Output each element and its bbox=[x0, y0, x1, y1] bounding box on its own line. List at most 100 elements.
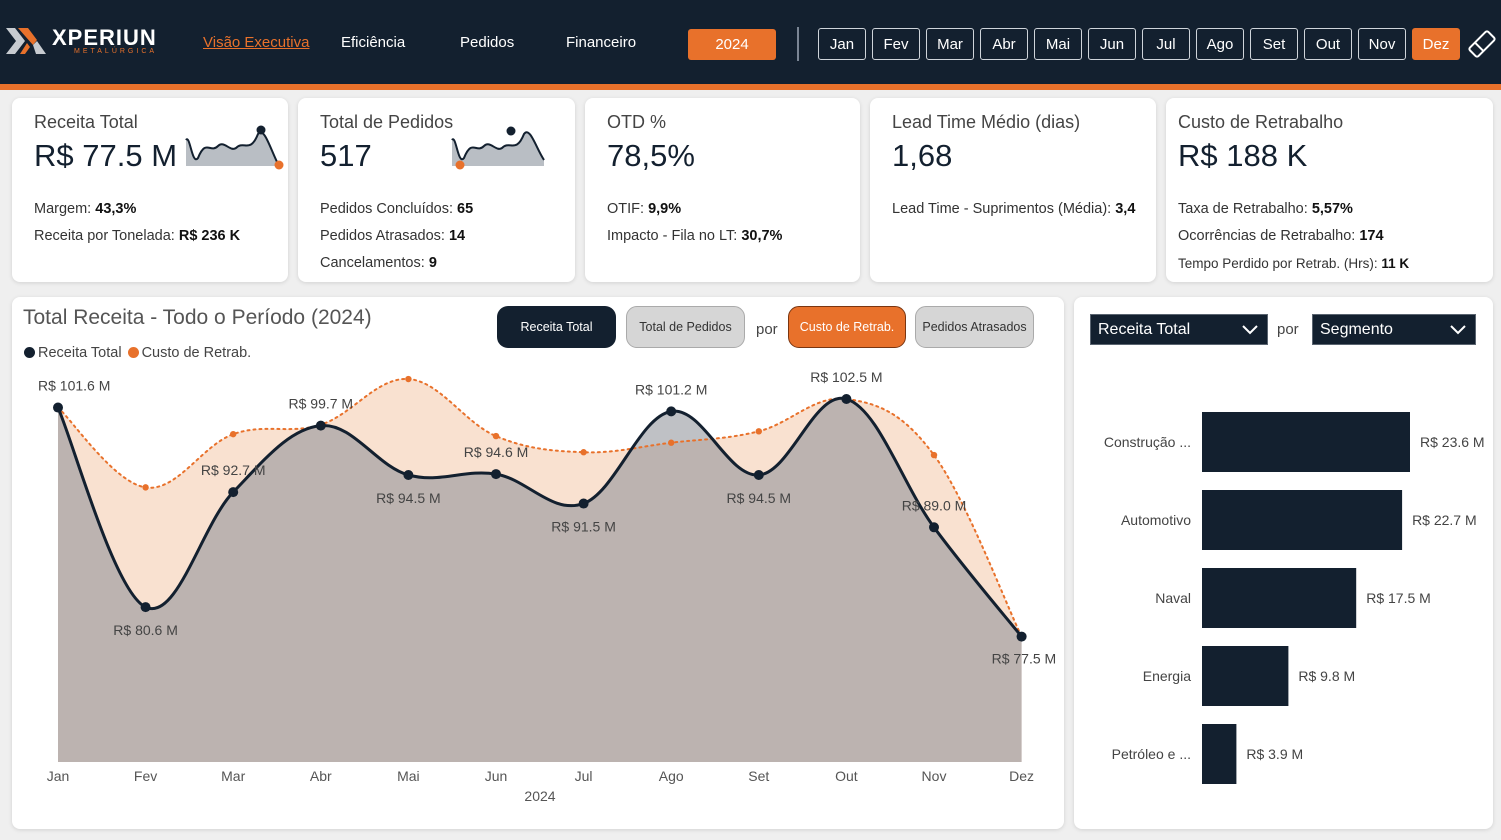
kpi-detail-impacto-fila: Impacto - Fila no LT: 30,7% bbox=[607, 228, 783, 244]
month-button-jan[interactable]: Jan bbox=[818, 28, 866, 60]
receita-data-label: R$ 101.6 M bbox=[38, 378, 110, 394]
kpi-label: OTD % bbox=[607, 112, 667, 132]
receita-point-6[interactable] bbox=[578, 498, 589, 509]
month-button-abr[interactable]: Abr bbox=[980, 28, 1028, 60]
header-accent-line bbox=[0, 84, 1501, 90]
custo-point-5[interactable] bbox=[492, 432, 500, 440]
receita-data-label: R$ 92.7 M bbox=[201, 462, 266, 478]
legend-item-receita[interactable]: Receita Total bbox=[24, 345, 122, 361]
toggle-custo-retrab[interactable]: Custo de Retrab. bbox=[788, 306, 906, 348]
receita-line bbox=[56, 396, 1023, 638]
receita-point-7[interactable] bbox=[666, 406, 677, 417]
kpi-detail-ocorrencias: Ocorrências de Retrabalho: 174 bbox=[1178, 228, 1384, 244]
kpi-detail-tempo-perdido: Tempo Perdido por Retrab. (Hrs): 11 K bbox=[1178, 256, 1410, 271]
kpi-detail-cancelamentos: Cancelamentos: 9 bbox=[320, 255, 437, 271]
receita-point-10[interactable] bbox=[929, 522, 939, 533]
receita-data-label: R$ 99.7 M bbox=[289, 396, 354, 412]
kpi-value: R$ 77.5 M bbox=[34, 138, 178, 173]
eraser-icon[interactable] bbox=[1466, 28, 1498, 60]
month-button-jul[interactable]: Jul bbox=[1142, 28, 1190, 60]
x-tick-label: Jul bbox=[575, 768, 593, 784]
toggle-total-pedidos[interactable]: Total de Pedidos bbox=[626, 306, 745, 348]
month-button-mai[interactable]: Mai bbox=[1034, 28, 1082, 60]
receita-point-5[interactable] bbox=[491, 469, 501, 480]
brand-logo: XPERIUN METALÚRGICA bbox=[6, 25, 156, 60]
custo-point-6[interactable] bbox=[580, 449, 587, 456]
kpi-card-custo-retrabalho: Custo de Retrabalho R$ 188 K Taxa de Ret… bbox=[1166, 98, 1493, 282]
legend-item-custo[interactable]: Custo de Retrab. bbox=[127, 345, 251, 361]
month-button-set[interactable]: Set bbox=[1250, 28, 1298, 60]
kpi-label: Receita Total bbox=[34, 112, 138, 132]
receita-point-8[interactable] bbox=[753, 470, 764, 481]
x-tick-label: Abr bbox=[310, 768, 332, 784]
kpi-card-receita: Receita Total R$ 77.5 M Margem: 43,3% Re… bbox=[12, 98, 288, 282]
kpi-card-pedidos: Total de Pedidos 517 Pedidos Concluídos:… bbox=[298, 98, 575, 282]
dimension-select[interactable]: Segmento bbox=[1312, 314, 1476, 345]
x-tick-label: Mar bbox=[221, 768, 245, 784]
receita-data-label: R$ 94.5 M bbox=[727, 490, 792, 506]
custo-point-7[interactable] bbox=[668, 439, 675, 446]
x-tick-label: Jun bbox=[485, 768, 508, 784]
receita-point-0[interactable] bbox=[53, 402, 63, 413]
measure-select[interactable]: Receita Total bbox=[1090, 314, 1268, 345]
kpi-detail-concluidos: Pedidos Concluídos: 65 bbox=[320, 201, 474, 217]
receita-point-11[interactable] bbox=[1016, 631, 1027, 642]
month-filter: Jan Fev Mar Abr Mai Jun Jul Ago Set Out … bbox=[818, 28, 1460, 60]
receita-data-label: R$ 101.2 M bbox=[635, 381, 707, 397]
tab-financeiro[interactable]: Financeiro bbox=[566, 34, 637, 51]
custo-point-2[interactable] bbox=[230, 430, 237, 438]
x-tick-label: Mai bbox=[397, 768, 420, 784]
month-button-mar[interactable]: Mar bbox=[926, 28, 974, 60]
tab-visao-executiva[interactable]: Visão Executiva bbox=[203, 34, 310, 51]
receita-data-label: R$ 94.6 M bbox=[464, 444, 529, 460]
month-button-jun[interactable]: Jun bbox=[1088, 28, 1136, 60]
toggle-pedidos-atrasados[interactable]: Pedidos Atrasados bbox=[915, 306, 1034, 348]
kpi-detail-taxa-retrabalho: Taxa de Retrabalho: 5,57% bbox=[1178, 201, 1353, 217]
month-button-nov[interactable]: Nov bbox=[1358, 28, 1406, 60]
receita-data-label: R$ 91.5 M bbox=[551, 519, 616, 535]
kpi-card-lead-time: Lead Time Médio (dias) 1,68 Lead Time - … bbox=[870, 98, 1156, 282]
receita-point-9[interactable] bbox=[841, 394, 852, 405]
brand-subtitle: METALÚRGICA bbox=[74, 48, 158, 55]
kpi-value: R$ 188 K bbox=[1178, 138, 1308, 173]
filter-divider bbox=[797, 27, 799, 61]
x-tick-label: Dez bbox=[1009, 768, 1034, 784]
receita-area bbox=[58, 398, 1022, 762]
kpi-value: 1,68 bbox=[892, 138, 953, 173]
month-button-dez[interactable]: Dez bbox=[1412, 28, 1460, 60]
month-button-out[interactable]: Out bbox=[1304, 28, 1352, 60]
x-tick-label: Out bbox=[835, 768, 858, 784]
por-label: por bbox=[1277, 321, 1299, 338]
toggle-receita-total[interactable]: Receita Total bbox=[497, 306, 616, 348]
custo-retrab-line bbox=[57, 377, 1023, 638]
chevron-down-icon bbox=[1450, 325, 1466, 335]
x-logo-icon bbox=[6, 28, 46, 54]
chart-legend: Receita Total Custo de Retrab. bbox=[24, 345, 251, 361]
custo-point-4[interactable] bbox=[405, 375, 412, 383]
month-button-fev[interactable]: Fev bbox=[872, 28, 920, 60]
month-button-ago[interactable]: Ago bbox=[1196, 28, 1244, 60]
segment-chart-card: Receita Total por Segmento bbox=[1074, 297, 1493, 829]
receita-point-3[interactable] bbox=[315, 420, 326, 431]
kpi-detail-margem: Margem: 43,3% bbox=[34, 201, 137, 217]
tab-pedidos[interactable]: Pedidos bbox=[460, 34, 515, 51]
sparkline-receita bbox=[185, 125, 284, 170]
custo-point-8[interactable] bbox=[755, 428, 762, 435]
x-tick-label: Fev bbox=[134, 768, 157, 784]
sparkline-pedidos bbox=[451, 126, 545, 170]
kpi-detail-receita-tonelada: Receita por Tonelada: R$ 236 K bbox=[34, 228, 241, 244]
receita-point-4[interactable] bbox=[403, 470, 414, 481]
receita-point-1[interactable] bbox=[140, 602, 151, 613]
custo-point-10[interactable] bbox=[930, 451, 938, 459]
tab-eficiencia[interactable]: Eficiência bbox=[341, 34, 406, 51]
x-tick-label: Set bbox=[748, 768, 769, 784]
x-axis-title: 2024 bbox=[524, 788, 555, 804]
receita-point-2[interactable] bbox=[228, 487, 239, 498]
year-filter-button[interactable]: 2024 bbox=[688, 29, 776, 60]
kpi-detail-atrasados: Pedidos Atrasados: 14 bbox=[320, 228, 466, 244]
custo-point-1[interactable] bbox=[142, 484, 149, 491]
receita-data-label: R$ 94.5 M bbox=[376, 490, 441, 506]
chevron-down-icon bbox=[1242, 325, 1258, 335]
receita-data-label: R$ 77.5 M bbox=[992, 651, 1057, 667]
